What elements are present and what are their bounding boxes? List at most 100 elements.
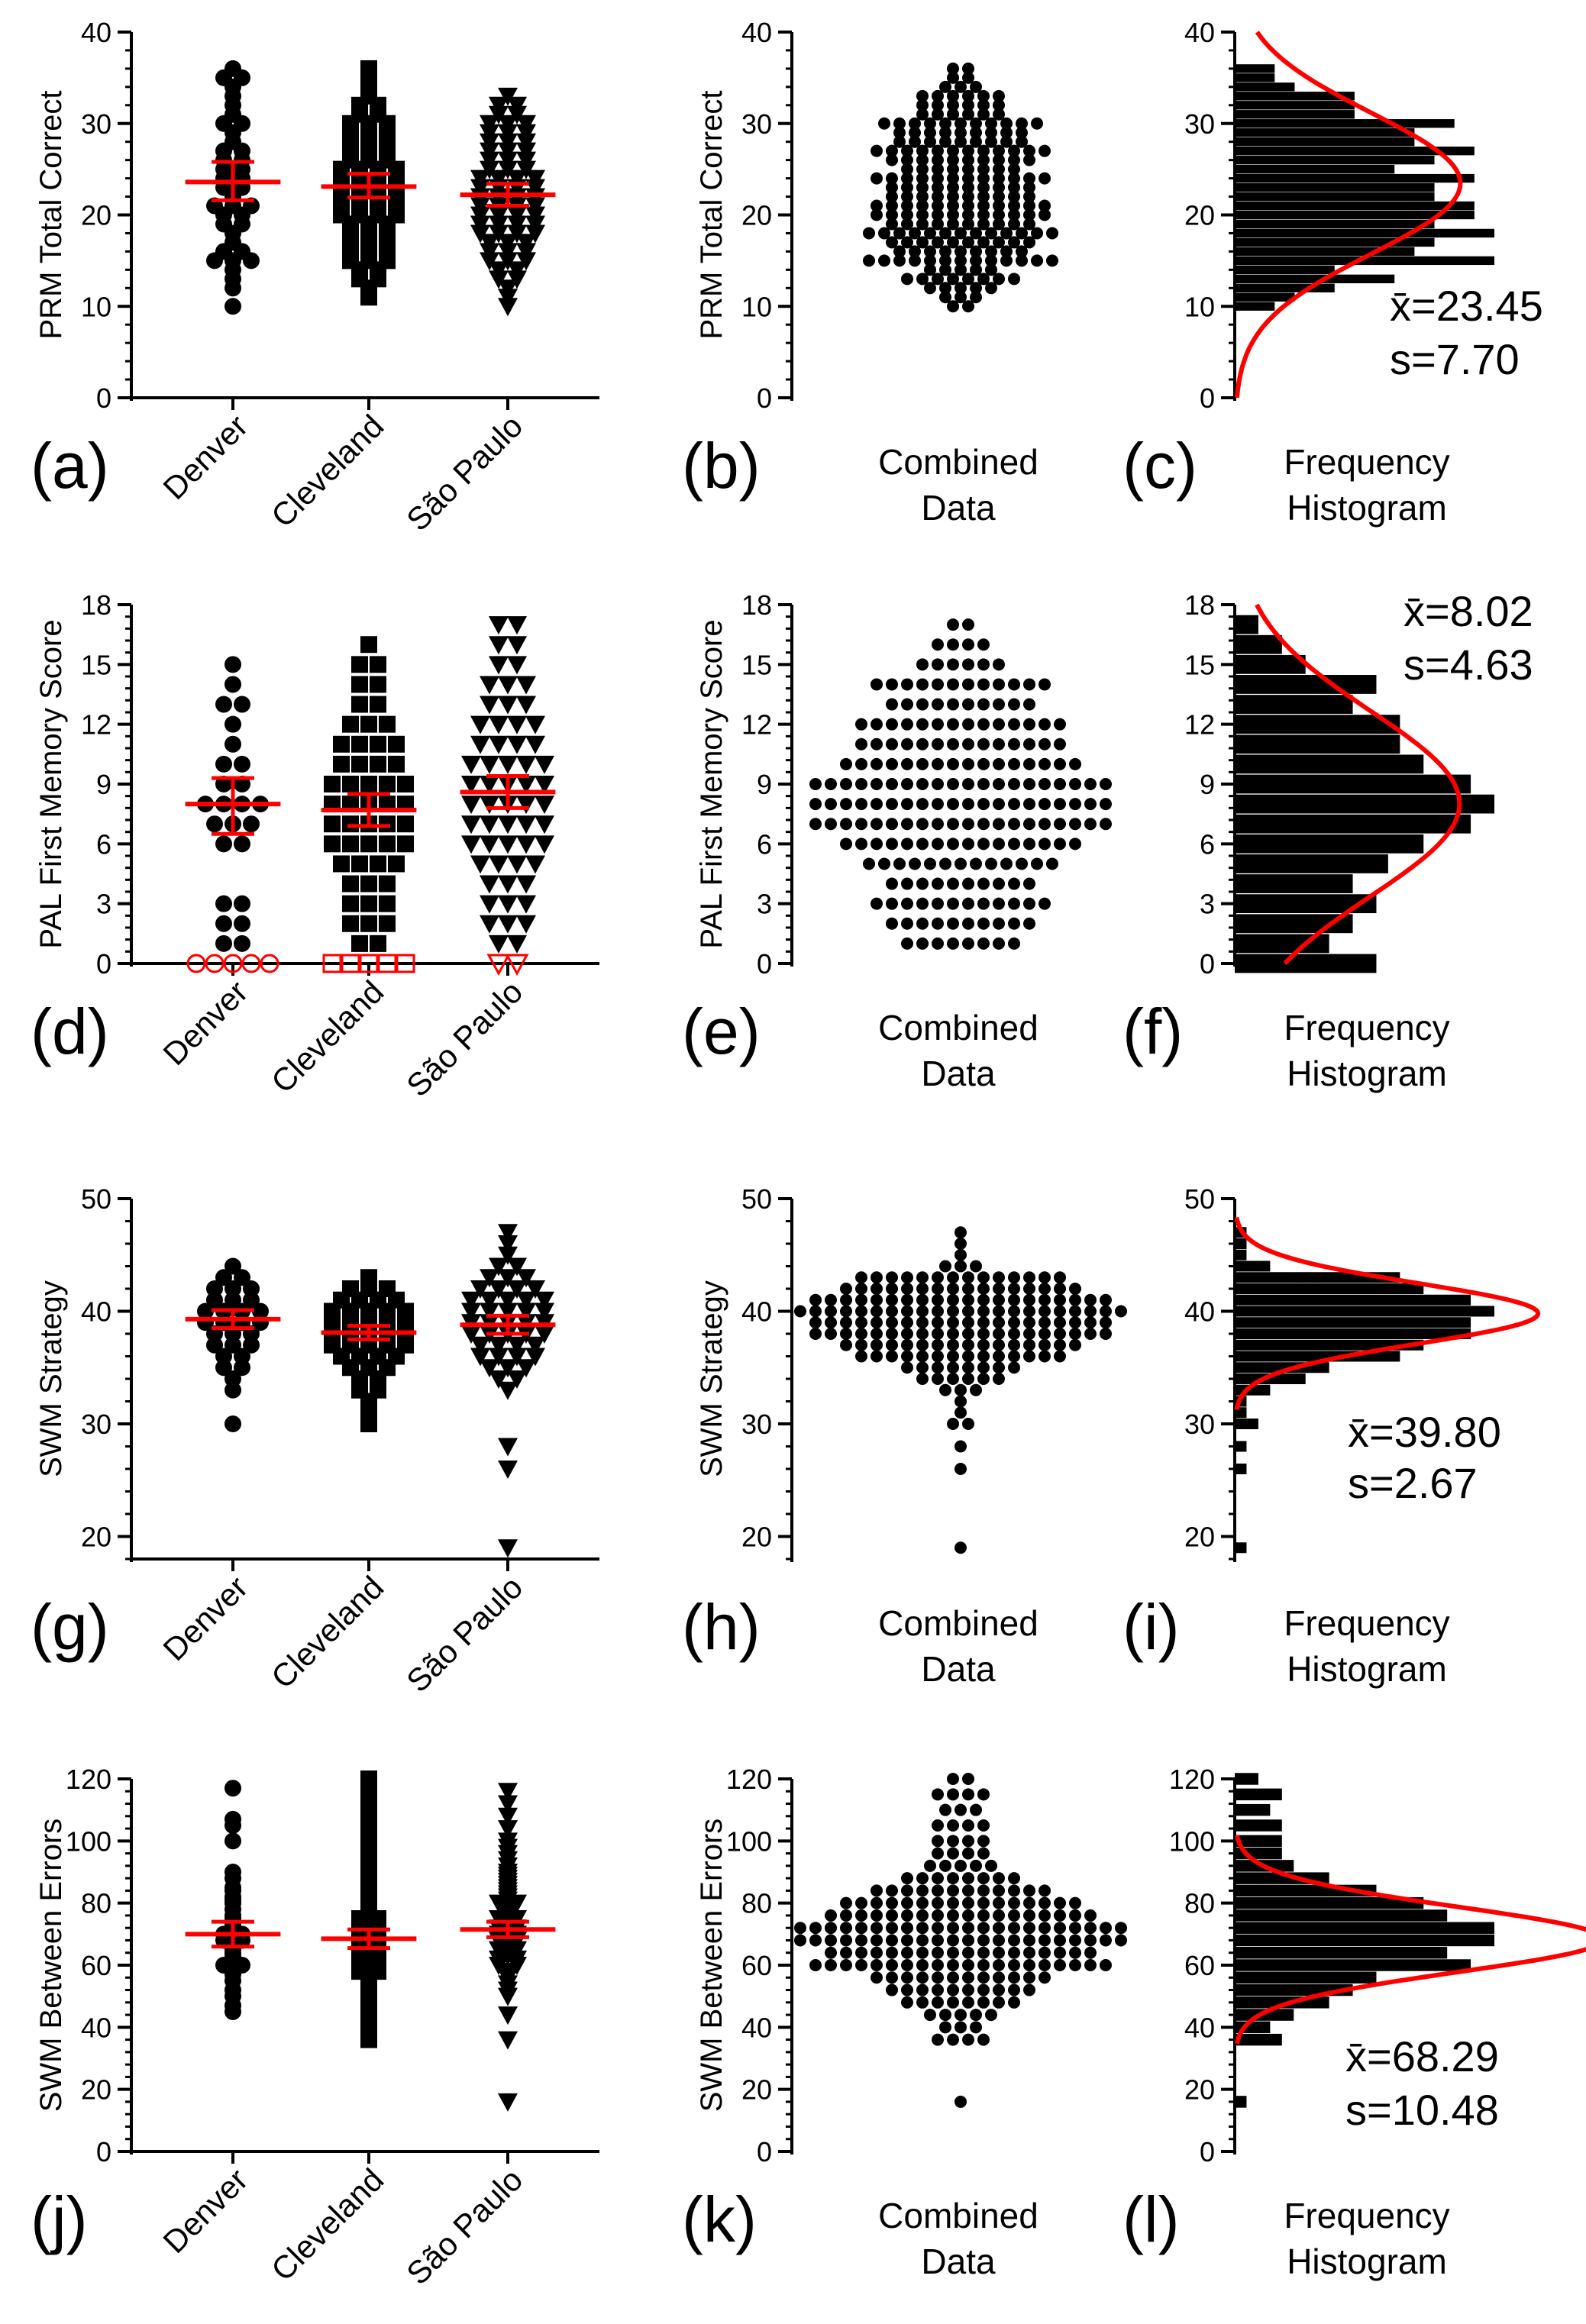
combined-point [955, 291, 967, 304]
combined-point [886, 1293, 898, 1306]
combined-point [878, 227, 890, 240]
combined-point [871, 718, 883, 731]
combined-point [1038, 1884, 1051, 1897]
combined-point [886, 798, 898, 811]
combined-point [977, 1884, 990, 1897]
combined-point [962, 1316, 974, 1329]
combined-point [977, 757, 990, 770]
data-point [480, 1359, 499, 1378]
combined-point [901, 738, 913, 750]
combined-point [947, 190, 959, 203]
combined-point [947, 1316, 959, 1329]
panel-g: (g) 20 30 40 50 SWM Strategy Denver Cleveland Sã… [31, 1183, 599, 1699]
panel-j: (j) 0 20 40 60 80 100 120 SWM Between Errors Denv… [31, 1764, 599, 2291]
combined-point [924, 245, 936, 258]
combined-point [916, 273, 929, 286]
combined-point [901, 1271, 913, 1284]
combined-point [932, 718, 944, 731]
combined-point [855, 1338, 867, 1351]
combined-point [947, 1983, 959, 1996]
combined-point [1008, 778, 1020, 790]
data-point [498, 1359, 518, 1378]
y-tick-label: 40 [741, 17, 772, 48]
combined-point [855, 778, 867, 790]
combined-point [932, 757, 944, 770]
combined-point [955, 1383, 967, 1396]
panel-c: (c)0 10 20 30 40 x̄=23.45 s=7.70 Frequency Histo… [1122, 17, 1543, 528]
combined-point [1008, 1316, 1020, 1329]
combined-point [878, 117, 890, 130]
combined-point [985, 135, 997, 148]
data-point [498, 1820, 518, 1839]
combined-point [932, 163, 944, 176]
combined-point [1023, 1959, 1035, 1971]
combined-point [977, 1835, 990, 1848]
data-point [206, 815, 223, 833]
combined-point [916, 1971, 929, 1984]
combined-point [1054, 1946, 1066, 1959]
combined-point [970, 1803, 982, 1816]
combined-point [970, 291, 982, 304]
combined-point [1115, 1922, 1127, 1935]
combined-point [1038, 897, 1051, 910]
combined-point [916, 218, 929, 231]
combined-point [840, 1922, 852, 1935]
y-tick-label: 20 [81, 200, 111, 231]
data-point [470, 1280, 490, 1299]
combined-point [1023, 144, 1035, 157]
combined-point [863, 857, 875, 870]
combined-point [901, 1316, 913, 1329]
combined-point [886, 190, 898, 203]
combined-point [901, 1350, 913, 1363]
data-point [535, 796, 554, 815]
combined-point [825, 1909, 837, 1922]
combined-point [985, 254, 997, 267]
combined-point [962, 818, 974, 831]
panel-label: (c) [1122, 430, 1197, 502]
combined-point [932, 1338, 944, 1351]
data-point [379, 815, 396, 833]
data-point [397, 776, 414, 792]
data-point [489, 169, 509, 189]
combined-point [977, 153, 990, 166]
combined-point [932, 778, 944, 790]
combined-point [977, 638, 990, 651]
combined-point [871, 1959, 883, 1971]
data-point [461, 1291, 481, 1310]
histogram-bar [1235, 1238, 1247, 1250]
histogram-bar [1235, 247, 1415, 257]
zero-score-point [223, 954, 243, 973]
combined-point [970, 263, 982, 276]
data-point [507, 934, 527, 954]
sd-annotation: s=7.70 [1390, 335, 1520, 383]
combined-point [939, 2009, 951, 2022]
y-tick-label: 120 [726, 1764, 772, 1795]
combined-point [825, 1316, 837, 1329]
combined-point [855, 1909, 867, 1922]
combined-point [840, 1283, 852, 1295]
combined-point [970, 117, 982, 130]
combined-point [932, 1361, 944, 1374]
data-point [342, 776, 359, 792]
combined-point [1038, 1909, 1051, 1922]
combined-point [932, 108, 944, 121]
combined-point [955, 1541, 967, 1554]
combined-point [886, 838, 898, 851]
data-point [351, 696, 368, 713]
combined-point [840, 1293, 852, 1306]
combined-point [855, 798, 867, 811]
data-point [489, 1348, 509, 1367]
combined-point [1046, 254, 1058, 267]
combined-point [893, 857, 906, 870]
combined-point [1069, 757, 1081, 770]
combined-point [962, 1983, 974, 1996]
panel-label: (e) [682, 996, 761, 1067]
combined-point [932, 208, 944, 221]
x-axis-caption: Data [921, 1649, 996, 1689]
zero-score-point [505, 954, 529, 976]
data-point [498, 875, 518, 894]
y-tick-label: 6 [1200, 828, 1215, 860]
data-point [379, 895, 396, 912]
combined-point [985, 263, 997, 276]
combined-point [962, 208, 974, 221]
